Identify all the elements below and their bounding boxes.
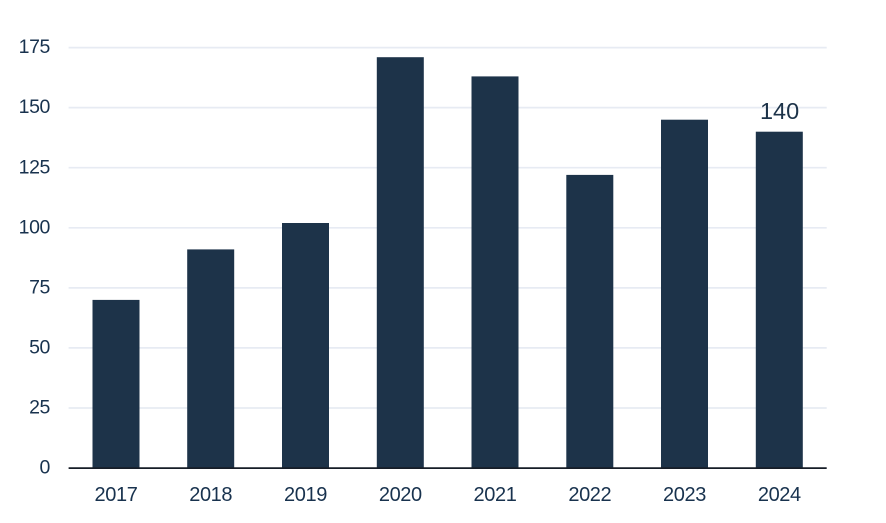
svg-text:25: 25 bbox=[29, 397, 50, 419]
svg-text:150: 150 bbox=[19, 96, 51, 118]
svg-text:2021: 2021 bbox=[474, 484, 517, 506]
svg-text:0: 0 bbox=[40, 457, 51, 479]
svg-text:140: 140 bbox=[760, 98, 799, 124]
svg-text:2020: 2020 bbox=[379, 484, 422, 506]
svg-text:125: 125 bbox=[19, 156, 51, 178]
svg-text:100: 100 bbox=[19, 216, 51, 238]
svg-text:2023: 2023 bbox=[663, 484, 706, 506]
svg-text:2022: 2022 bbox=[568, 484, 611, 506]
svg-text:2018: 2018 bbox=[189, 484, 232, 506]
svg-text:2017: 2017 bbox=[95, 484, 138, 506]
svg-text:2024: 2024 bbox=[758, 484, 801, 506]
svg-text:50: 50 bbox=[29, 337, 50, 359]
svg-text:75: 75 bbox=[29, 277, 50, 299]
svg-text:175: 175 bbox=[19, 36, 51, 58]
svg-text:2019: 2019 bbox=[284, 484, 327, 506]
